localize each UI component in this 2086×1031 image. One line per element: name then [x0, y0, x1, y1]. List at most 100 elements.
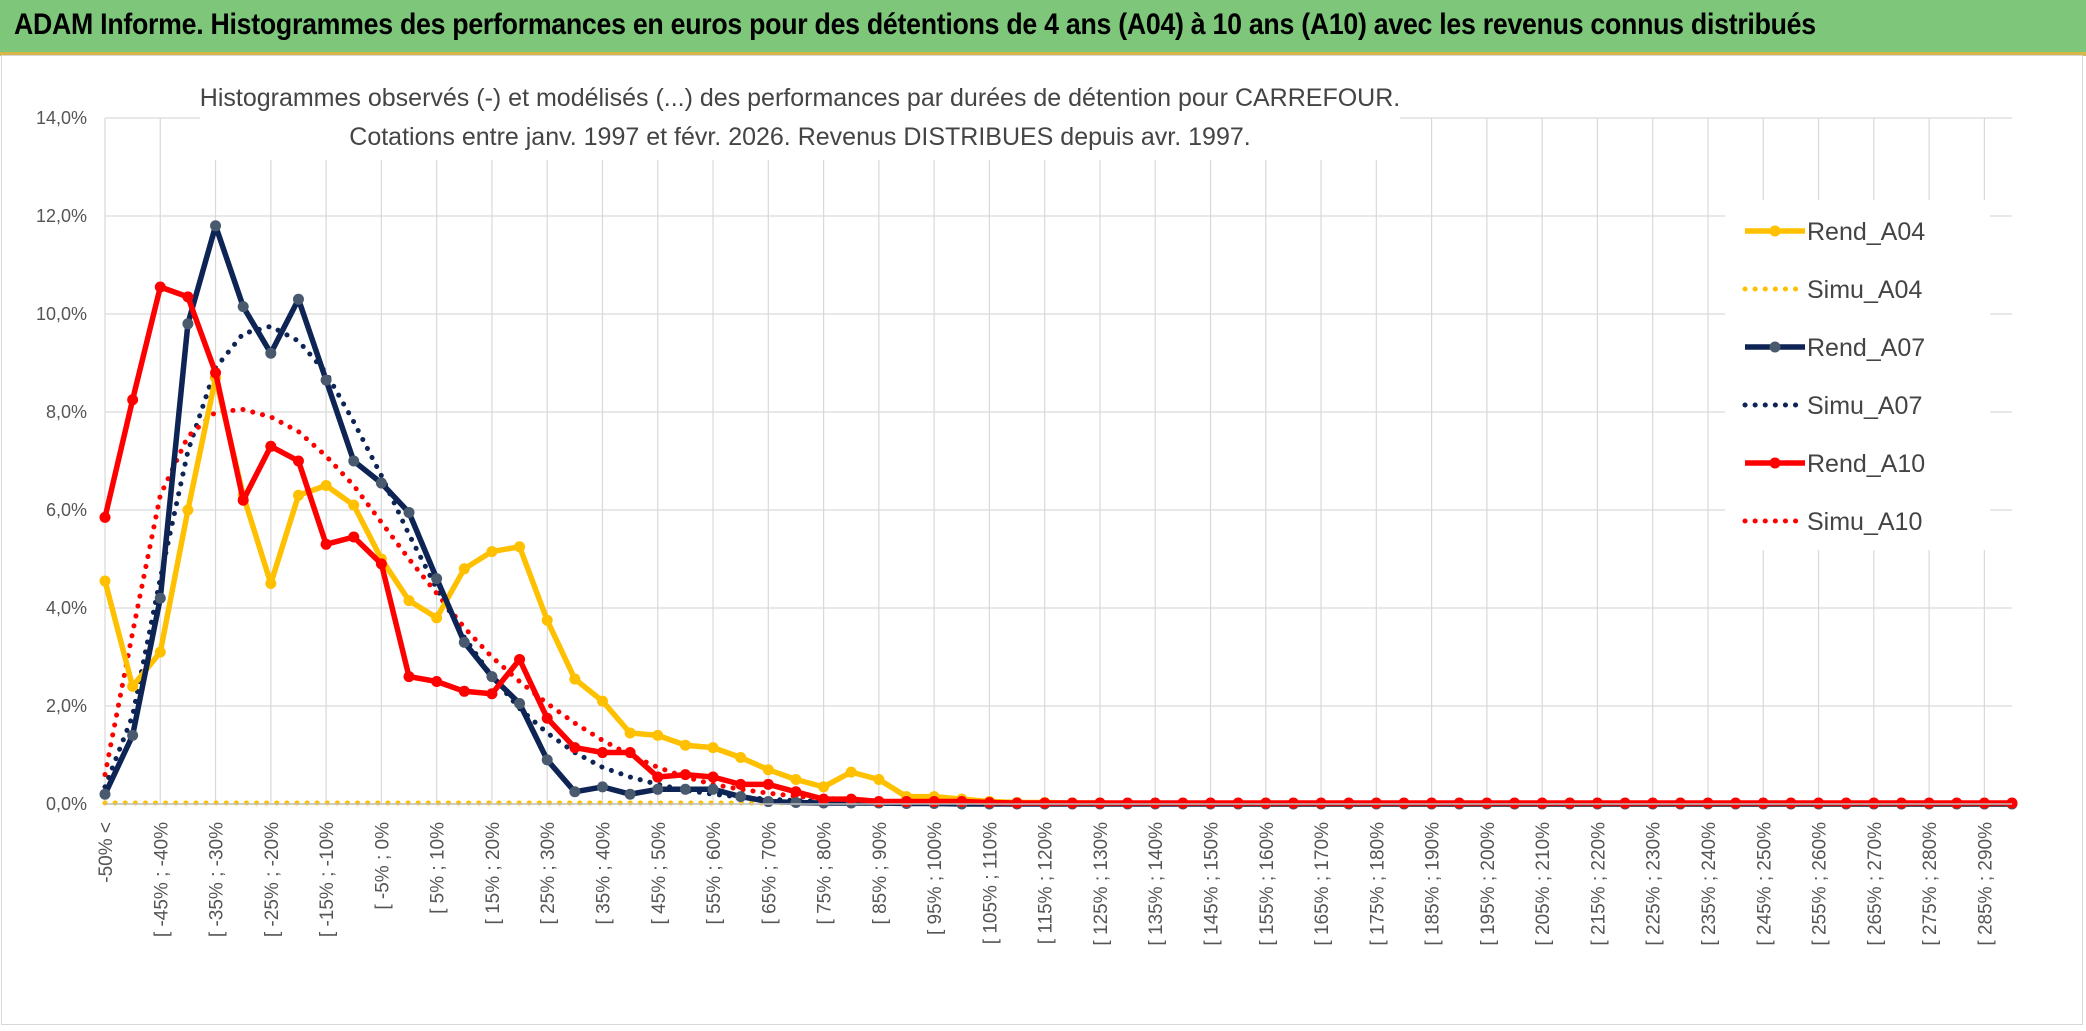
legend: Rend_A04 Simu_A04 Rend_A07 Simu_A07 Rend_A10… [1725, 200, 1990, 550]
data-point [486, 688, 498, 700]
data-point [1757, 797, 1769, 809]
data-point [1481, 797, 1493, 809]
data-point [707, 771, 719, 783]
data-point [873, 774, 885, 785]
data-point [265, 578, 277, 589]
data-point [127, 394, 139, 406]
data-point [514, 698, 526, 710]
legend-item: Rend_A07 [1745, 334, 1925, 362]
data-point [320, 374, 332, 386]
header-banner: ADAM Informe. Histogrammes des performan… [0, 0, 2086, 55]
y-tick-label: 4,0% [46, 598, 87, 618]
data-point [182, 318, 194, 330]
legend-item: Simu_A04 [1742, 276, 1922, 304]
data-point [1564, 797, 1576, 809]
x-tick-label: [ 105% ; 110% [980, 822, 1001, 944]
data-point [431, 573, 443, 585]
data-point [1895, 797, 1907, 809]
data-point [348, 455, 360, 467]
x-tick-label: [ 55% ; 60% [704, 822, 725, 925]
data-point [679, 769, 691, 781]
x-tick-label: [ 15% ; 20% [483, 822, 504, 925]
data-point [1619, 797, 1631, 809]
data-point [1840, 797, 1852, 809]
data-point [900, 796, 912, 808]
data-point [541, 614, 553, 626]
data-point [1426, 797, 1438, 809]
x-tick-label: [ 265% ; 270% [1865, 822, 1886, 946]
data-point [652, 771, 664, 783]
x-tick-label: [ 185% ; 190% [1423, 822, 1444, 946]
data-point [679, 739, 691, 751]
data-point [1398, 797, 1410, 809]
data-point [154, 281, 166, 293]
frame-corner-left [0, 52, 8, 56]
chart-title-background [200, 80, 1400, 160]
data-point [762, 764, 774, 776]
x-tick-label: [ 75% ; 80% [815, 822, 836, 925]
x-tick-label: [ 235% ; 240% [1699, 822, 1720, 946]
x-tick-label: [ -35% ; -30% [207, 822, 228, 937]
data-point [1122, 797, 1134, 809]
data-point [292, 293, 304, 305]
data-point [569, 786, 581, 798]
data-point [762, 778, 774, 790]
x-tick-label: [ 35% ; 40% [593, 822, 614, 925]
data-point [403, 506, 415, 518]
x-tick-label: [ -5% ; 0% [372, 822, 393, 910]
data-point [1149, 797, 1161, 809]
data-point [265, 440, 277, 452]
data-point [1591, 797, 1603, 809]
data-point [845, 793, 857, 805]
x-tick-label: [ 65% ; 70% [759, 822, 780, 925]
data-point [983, 797, 995, 809]
data-point [928, 796, 940, 808]
data-point [956, 796, 968, 808]
data-point [845, 766, 857, 778]
data-point [514, 653, 526, 665]
x-tick-label: [ 205% ; 210% [1533, 822, 1554, 946]
data-point [1536, 797, 1548, 809]
data-point [127, 729, 139, 741]
x-tick-label: [ 115% ; 120% [1036, 822, 1057, 944]
legend-item: Rend_A04 [1745, 218, 1925, 246]
chart-title: Histogrammes observés (-) et modélisés (… [200, 80, 1400, 160]
x-tick-label: [ 215% ; 220% [1588, 822, 1609, 946]
data-point [1343, 797, 1355, 809]
x-tick-label: [ 85% ; 90% [870, 822, 891, 925]
data-point [569, 673, 581, 685]
legend-marker [1769, 225, 1781, 237]
data-point [1813, 797, 1825, 809]
x-tick-label: [ 255% ; 260% [1810, 822, 1831, 946]
x-tick-label: [ 95% ; 100% [925, 822, 946, 935]
data-point [237, 301, 249, 313]
data-point [292, 455, 304, 467]
data-point [596, 747, 608, 759]
frame-corner-right [2078, 52, 2086, 56]
data-point [1177, 797, 1189, 809]
x-tick-label: [ 225% ; 230% [1644, 822, 1665, 946]
page-title: ADAM Informe. Histogrammes des performan… [14, 8, 1816, 41]
data-point [514, 541, 526, 553]
y-tick-label: 0,0% [46, 794, 87, 814]
data-point [790, 797, 802, 809]
data-point [375, 558, 387, 570]
data-point [2006, 797, 2018, 809]
data-point [735, 778, 747, 790]
x-tick-label: [ 195% ; 200% [1478, 822, 1499, 946]
data-point [1260, 797, 1272, 809]
data-point [1453, 797, 1465, 809]
data-point [1647, 797, 1659, 809]
data-point [624, 727, 636, 739]
data-point [431, 676, 443, 687]
data-point [1674, 797, 1686, 809]
x-tick-label: [ 45% ; 50% [649, 822, 670, 925]
data-point [182, 504, 194, 516]
data-point [790, 774, 802, 785]
data-point [403, 671, 415, 683]
data-point [182, 291, 194, 303]
legend-label: Rend_A07 [1807, 334, 1925, 362]
x-tick-label: [ 145% ; 150% [1202, 822, 1223, 946]
x-tick-label: [ -45% ; -40% [151, 822, 172, 937]
data-point [624, 788, 636, 800]
